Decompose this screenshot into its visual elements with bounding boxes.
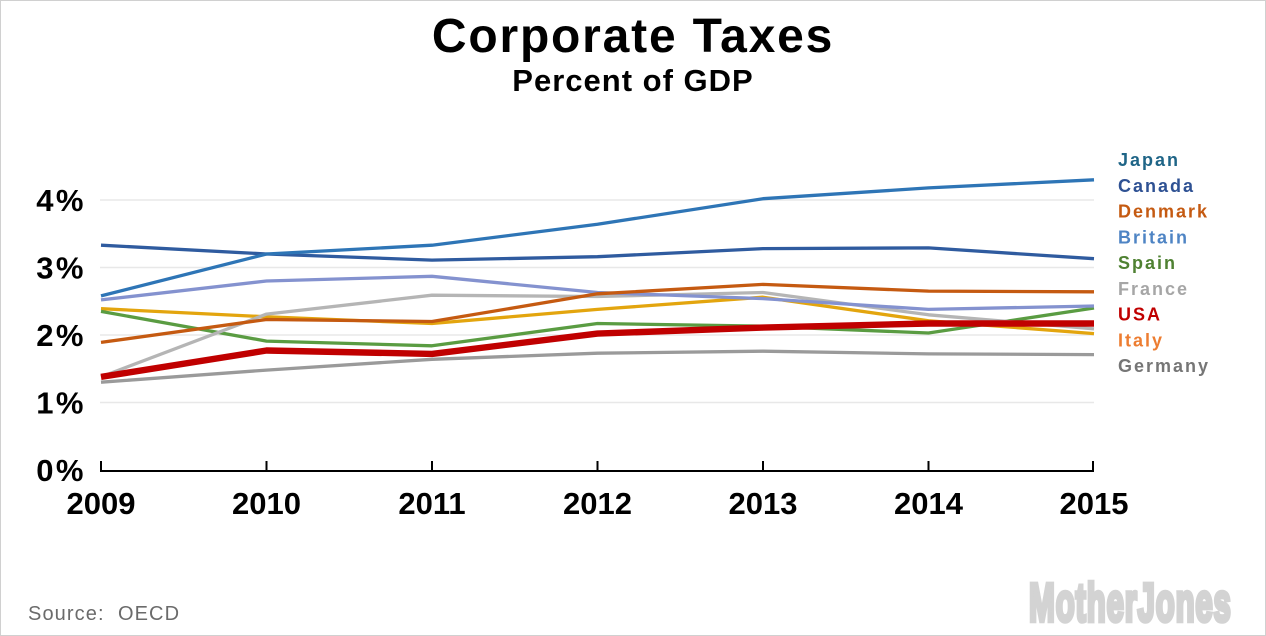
svg-text:2%: 2%: [36, 318, 86, 353]
svg-text:Canada: Canada: [1118, 176, 1195, 196]
svg-text:0%: 0%: [36, 453, 86, 488]
svg-text:Germany: Germany: [1118, 356, 1210, 376]
svg-text:Japan: Japan: [1118, 150, 1180, 170]
svg-text:3%: 3%: [36, 251, 86, 286]
svg-text:2015: 2015: [1060, 486, 1129, 521]
svg-text:1%: 1%: [36, 386, 86, 421]
svg-text:Corporate Taxes: Corporate Taxes: [432, 10, 834, 63]
svg-text:Source: OECD: Source: OECD: [28, 603, 180, 625]
svg-text:France: France: [1118, 279, 1189, 299]
svg-text:2011: 2011: [398, 486, 465, 521]
svg-text:2012: 2012: [563, 486, 632, 521]
svg-text:USA: USA: [1118, 305, 1162, 325]
svg-text:2009: 2009: [67, 486, 136, 521]
svg-text:Britain: Britain: [1118, 227, 1189, 247]
svg-text:Italy: Italy: [1118, 330, 1164, 350]
svg-text:Percent of GDP: Percent of GDP: [512, 63, 753, 98]
svg-text:MotherJones: MotherJones: [1029, 573, 1232, 633]
svg-text:4%: 4%: [36, 183, 86, 218]
svg-text:Spain: Spain: [1118, 253, 1177, 273]
svg-text:2013: 2013: [729, 486, 798, 521]
svg-text:Denmark: Denmark: [1118, 202, 1209, 222]
svg-text:2014: 2014: [894, 486, 964, 521]
svg-text:2010: 2010: [232, 486, 301, 521]
